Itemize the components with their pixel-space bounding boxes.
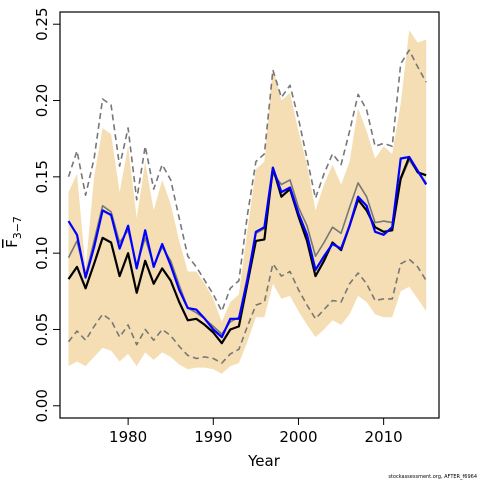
y-tick-label: 0.10 bbox=[33, 236, 51, 269]
y-tick-label: 0.25 bbox=[33, 7, 51, 40]
y-tick-label: 0.05 bbox=[33, 313, 51, 346]
confidence-band bbox=[68, 30, 427, 374]
series-line-1 bbox=[67, 49, 427, 313]
y-tick-label: 0.15 bbox=[33, 160, 51, 193]
series-line-2 bbox=[67, 258, 427, 364]
svg-text:F3−7: F3−7 bbox=[3, 216, 24, 248]
y-tick-label: 0.00 bbox=[33, 389, 51, 422]
y-axis: 0.00 0.05 0.10 0.15 0.20 0.25 bbox=[33, 7, 60, 423]
y-axis-title-main: F bbox=[3, 239, 21, 248]
x-axis-title: Year bbox=[247, 452, 281, 470]
series-lines bbox=[67, 49, 428, 364]
x-tick-label: 1980 bbox=[109, 428, 147, 446]
x-tick-label: 1990 bbox=[194, 428, 232, 446]
plot-frame bbox=[59, 11, 440, 419]
y-axis-title-subscript: 3−7 bbox=[11, 216, 24, 239]
band-area bbox=[68, 30, 427, 374]
footnote: stockassessment.org, AFTER_f6964 bbox=[388, 474, 477, 480]
series-line-5 bbox=[67, 155, 428, 339]
x-tick-label: 2010 bbox=[365, 428, 403, 446]
x-axis: 1980 1990 2000 2010 bbox=[109, 418, 403, 446]
y-axis-title: F3−7 bbox=[3, 216, 24, 248]
y-tick-label: 0.20 bbox=[33, 84, 51, 117]
x-tick-label: 2000 bbox=[279, 428, 317, 446]
